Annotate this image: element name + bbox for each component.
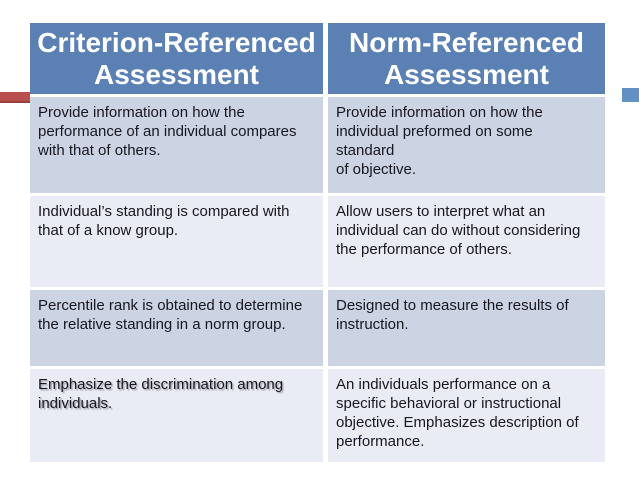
cell-row2-norm: Allow users to interpret what an individ…	[328, 196, 605, 287]
cell-row4-norm: An individuals performance on a specific…	[328, 369, 605, 462]
cell-row3-norm: Designed to measure the results of instr…	[328, 290, 605, 366]
cell-row2-criterion: Individual’s standing is compared with t…	[30, 196, 323, 287]
left-red-accent-bar	[0, 92, 30, 103]
cell-row4-criterion: Emphasize the discrimination among indiv…	[30, 369, 323, 462]
comparison-table: Criterion-Referenced Assessment Norm-Ref…	[30, 23, 605, 462]
cell-row1-norm: Provide information on how the individua…	[328, 97, 605, 193]
cell-row3-criterion: Percentile rank is obtained to determine…	[30, 290, 323, 366]
cell-row1-criterion: Provide information on how the performan…	[30, 97, 323, 193]
right-blue-accent-bar	[622, 88, 639, 102]
header-norm-referenced: Norm-Referenced Assessment	[328, 23, 605, 94]
header-criterion-referenced: Criterion-Referenced Assessment	[30, 23, 323, 94]
